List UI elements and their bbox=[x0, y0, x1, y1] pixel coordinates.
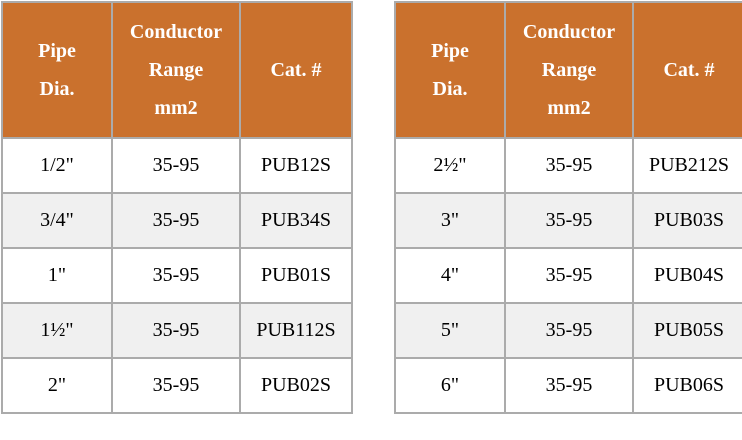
conductor-range-cell: 35-95 bbox=[504, 192, 634, 249]
table-row: 3" 35-95 PUB03S bbox=[394, 192, 742, 249]
conductor-range-cell: 35-95 bbox=[111, 137, 241, 194]
table-row: 2" 35-95 PUB02S bbox=[1, 357, 353, 414]
conductor-range-cell: 35-95 bbox=[504, 302, 634, 359]
header-cell-conductor-range: Conductor Range mm2 bbox=[111, 1, 241, 139]
header-cell-conductor-range: Conductor Range mm2 bbox=[504, 1, 634, 139]
cat-num-cell: PUB03S bbox=[632, 192, 742, 249]
header-cell-pipe-dia: Pipe Dia. bbox=[394, 1, 506, 139]
cat-num-cell: PUB06S bbox=[632, 357, 742, 414]
cat-num-cell: PUB04S bbox=[632, 247, 742, 304]
pipe-dia-cell: 1½" bbox=[1, 302, 113, 359]
pipe-dia-cell: 1/2" bbox=[1, 137, 113, 194]
cat-num-cell: PUB212S bbox=[632, 137, 742, 194]
conductor-range-cell: 35-95 bbox=[504, 247, 634, 304]
table-body: 2½" 35-95 PUB212S 3" 35-95 PUB03S 4" 35-95 PUB04… bbox=[394, 137, 742, 414]
header-cell-cat-num: Cat. # bbox=[632, 1, 742, 139]
pipe-dia-cell: 3/4" bbox=[1, 192, 113, 249]
cat-num-cell: PUB112S bbox=[239, 302, 353, 359]
conductor-range-cell: 35-95 bbox=[111, 192, 241, 249]
conductor-range-cell: 35-95 bbox=[504, 137, 634, 194]
table-header: Pipe Dia. Conductor Range mm2 Cat. # bbox=[1, 1, 353, 139]
header-cell-cat-num: Cat. # bbox=[239, 1, 353, 139]
conductor-range-cell: 35-95 bbox=[504, 357, 634, 414]
table-row: 3/4" 35-95 PUB34S bbox=[1, 192, 353, 249]
pipe-table-right: Pipe Dia. Conductor Range mm2 Cat. # 2½"… bbox=[394, 1, 742, 414]
table-header: Pipe Dia. Conductor Range mm2 Cat. # bbox=[394, 1, 742, 139]
table-row: 6" 35-95 PUB06S bbox=[394, 357, 742, 414]
cat-num-cell: PUB02S bbox=[239, 357, 353, 414]
table-row: 1½" 35-95 PUB112S bbox=[1, 302, 353, 359]
table-body: 1/2" 35-95 PUB12S 3/4" 35-95 PUB34S 1" 35-95 PUB… bbox=[1, 137, 353, 414]
cat-num-cell: PUB01S bbox=[239, 247, 353, 304]
table-row: 2½" 35-95 PUB212S bbox=[394, 137, 742, 194]
table-row: 4" 35-95 PUB04S bbox=[394, 247, 742, 304]
table-row: 5" 35-95 PUB05S bbox=[394, 302, 742, 359]
pipe-dia-cell: 1" bbox=[1, 247, 113, 304]
conductor-range-cell: 35-95 bbox=[111, 247, 241, 304]
pipe-dia-cell: 4" bbox=[394, 247, 506, 304]
conductor-range-cell: 35-95 bbox=[111, 302, 241, 359]
pipe-dia-cell: 3" bbox=[394, 192, 506, 249]
pipe-dia-cell: 2" bbox=[1, 357, 113, 414]
conductor-range-cell: 35-95 bbox=[111, 357, 241, 414]
header-row: Pipe Dia. Conductor Range mm2 Cat. # bbox=[394, 1, 742, 139]
pipe-table-left: Pipe Dia. Conductor Range mm2 Cat. # 1/2… bbox=[1, 1, 353, 414]
pipe-dia-cell: 5" bbox=[394, 302, 506, 359]
cat-num-cell: PUB12S bbox=[239, 137, 353, 194]
cat-num-cell: PUB34S bbox=[239, 192, 353, 249]
cat-num-cell: PUB05S bbox=[632, 302, 742, 359]
table-row: 1/2" 35-95 PUB12S bbox=[1, 137, 353, 194]
pipe-dia-cell: 6" bbox=[394, 357, 506, 414]
header-row: Pipe Dia. Conductor Range mm2 Cat. # bbox=[1, 1, 353, 139]
pipe-dia-cell: 2½" bbox=[394, 137, 506, 194]
table-row: 1" 35-95 PUB01S bbox=[1, 247, 353, 304]
header-cell-pipe-dia: Pipe Dia. bbox=[1, 1, 113, 139]
